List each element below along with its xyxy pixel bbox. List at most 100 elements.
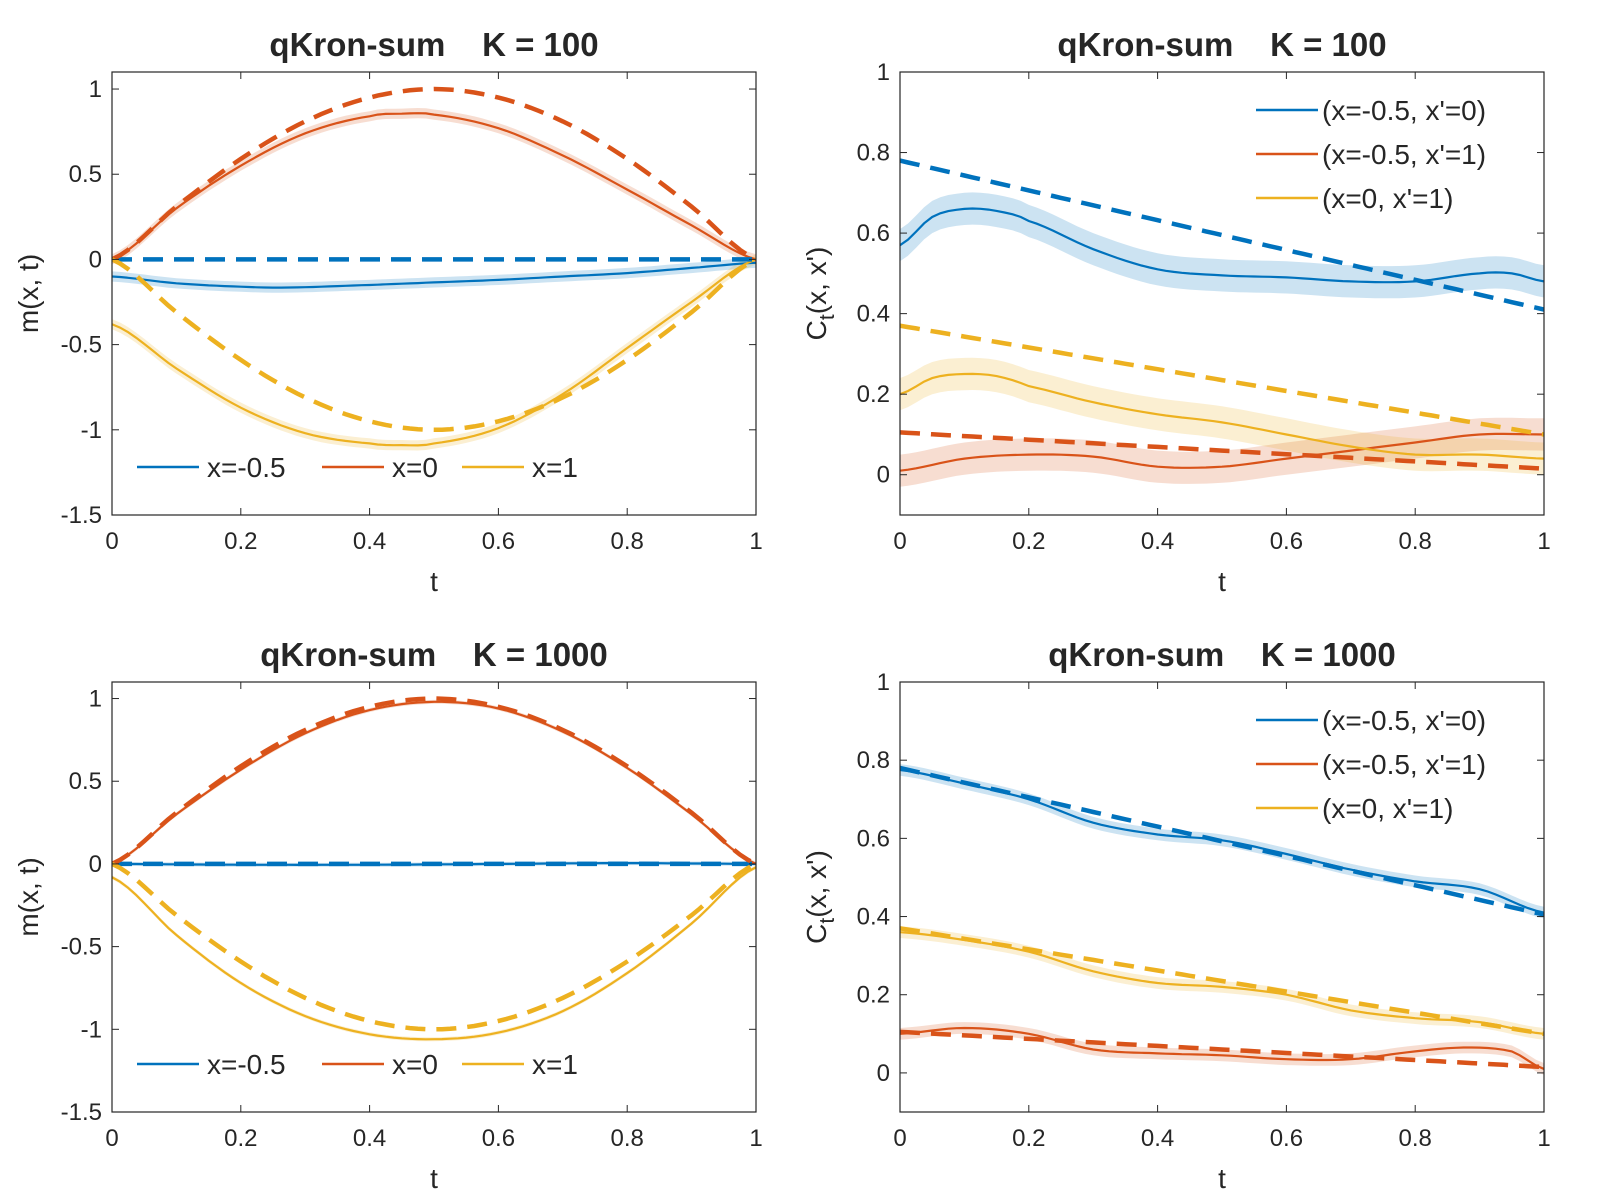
x-tick-label: 0.2 xyxy=(1012,1125,1045,1152)
x-tick-label: 0.8 xyxy=(1399,1125,1432,1152)
estimate-line-2 xyxy=(112,112,756,261)
legend: (x=-0.5, x'=0) (x=-0.5, x'=1) (x=0, x'=1) xyxy=(1256,95,1486,214)
chart-panel-4: 0 0.2 0.4 0.6 0.8 1 0 0.2 0.4 0.6 0.8 1 qKron-sum K … xyxy=(801,636,1551,1194)
x-tick-label: 0.8 xyxy=(611,1125,644,1152)
reference-dashed-line-3 xyxy=(112,861,756,1032)
reference-dashed-line-3 xyxy=(900,323,1544,437)
x-axis-label: t xyxy=(1218,566,1226,597)
chart-title: qKron-sum K = 1000 xyxy=(260,636,608,673)
y-tick-label: 0.4 xyxy=(857,904,890,931)
series-group xyxy=(900,764,1544,1075)
x-tick-label: 0.6 xyxy=(1270,1125,1303,1152)
y-tick-label: 0 xyxy=(877,462,890,489)
series-group xyxy=(900,158,1544,487)
plot-area xyxy=(112,682,756,1112)
y-tick-label: -0.5 xyxy=(61,934,102,961)
y-tick-label: 0.5 xyxy=(69,768,102,795)
legend-entry: (x=-0.5, x'=1) xyxy=(1322,749,1486,780)
confidence-band-1 xyxy=(112,257,756,293)
y-tick-label: 0.6 xyxy=(857,825,890,852)
x-tick-label: 0.6 xyxy=(482,528,515,555)
legend: x=-0.5 x=0 x=1 xyxy=(137,452,578,483)
x-tick-label: 0.4 xyxy=(1141,1125,1174,1152)
y-tick-label: 1 xyxy=(89,686,102,713)
y-axis-label: Ct(x, x') xyxy=(801,850,839,944)
y-tick-label: 0 xyxy=(89,851,102,878)
chart-title: qKron-sum K = 100 xyxy=(269,26,598,63)
legend-entry: (x=0, x'=1) xyxy=(1322,183,1453,214)
series-group xyxy=(112,86,756,451)
x-axis-label: t xyxy=(1218,1163,1226,1194)
y-tick-label: 0.6 xyxy=(857,220,890,247)
legend-entry: (x=-0.5, x'=1) xyxy=(1322,139,1486,170)
series-group xyxy=(112,696,756,1042)
y-tick-label: 0.4 xyxy=(857,301,890,328)
x-tick-label: 0.6 xyxy=(482,1125,515,1152)
legend: (x=-0.5, x'=0) (x=-0.5, x'=1) (x=0, x'=1) xyxy=(1256,705,1486,824)
y-tick-label: -1 xyxy=(81,1016,102,1043)
x-axis-label: t xyxy=(430,1163,438,1194)
legend-entry: (x=0, x'=1) xyxy=(1322,793,1453,824)
y-axis-label: m(x, t) xyxy=(13,254,44,333)
x-tick-label: 0.4 xyxy=(353,528,386,555)
axes-box xyxy=(111,681,757,1113)
y-tick-label: 0 xyxy=(877,1060,890,1087)
y-tick-label: 0 xyxy=(89,246,102,273)
estimate-line-1 xyxy=(900,207,1544,284)
y-tick-label: 0.5 xyxy=(69,161,102,188)
estimate-line-3 xyxy=(900,372,1544,460)
legend-entry: (x=-0.5, x'=0) xyxy=(1322,705,1486,736)
y-tick-label: 0.2 xyxy=(857,381,890,408)
x-tick-label: 0.4 xyxy=(353,1125,386,1152)
y-tick-label: 0.2 xyxy=(857,982,890,1009)
estimate-line-1 xyxy=(112,261,756,289)
legend-entry: x=-0.5 xyxy=(207,1049,286,1080)
legend-entry: x=0 xyxy=(392,452,438,483)
reference-dashed-line-1 xyxy=(900,158,1544,312)
axes-box xyxy=(899,681,1545,1113)
axes-box xyxy=(111,71,757,516)
y-tick-label: -1.5 xyxy=(61,502,102,529)
y-tick-label: 0.8 xyxy=(857,140,890,167)
x-tick-label: 0.2 xyxy=(224,1125,257,1152)
estimate-line-2 xyxy=(900,432,1544,472)
y-tick-label: 1 xyxy=(877,59,890,86)
reference-dashed-line-3 xyxy=(112,257,756,433)
x-tick-label: 1 xyxy=(749,528,762,555)
reference-dashed-line-2 xyxy=(900,1029,1544,1070)
axes-background xyxy=(900,72,1544,515)
reference-dashed-line-3 xyxy=(900,926,1544,1037)
x-tick-label: 1 xyxy=(1537,1125,1550,1152)
x-tick-label: 0 xyxy=(105,1125,118,1152)
legend-entry: x=1 xyxy=(532,452,578,483)
axes-box xyxy=(899,71,1545,516)
y-tick-label: 1 xyxy=(877,669,890,696)
chart-title: qKron-sum K = 1000 xyxy=(1048,636,1396,673)
x-tick-label: 0.8 xyxy=(1399,528,1432,555)
estimate-line-2 xyxy=(900,1026,1544,1071)
reference-dashed-line-1 xyxy=(900,765,1544,917)
x-tick-label: 0.6 xyxy=(1270,528,1303,555)
y-tick-label: 0.8 xyxy=(857,747,890,774)
x-tick-label: 0.4 xyxy=(1141,528,1174,555)
axes-background xyxy=(900,682,1544,1112)
x-tick-label: 0 xyxy=(893,1125,906,1152)
estimate-line-3 xyxy=(112,866,756,1041)
x-tick-label: 0.2 xyxy=(224,528,257,555)
x-tick-label: 0 xyxy=(105,528,118,555)
chart-panel-3: 0 0.2 0.4 0.6 0.8 1 -1.5 -1 -0.5 0 0.5 1 qKron-sum K… xyxy=(13,636,763,1194)
confidence-band-1 xyxy=(900,192,1544,299)
axes-background xyxy=(112,72,756,515)
plot-area xyxy=(900,682,1544,1112)
x-tick-label: 0.8 xyxy=(611,528,644,555)
legend-entry: (x=-0.5, x'=0) xyxy=(1322,95,1486,126)
y-tick-label: 1 xyxy=(89,76,102,103)
y-tick-label: -1.5 xyxy=(61,1099,102,1126)
legend: x=-0.5 x=0 x=1 xyxy=(137,1049,578,1080)
y-axis-label: m(x, t) xyxy=(13,857,44,936)
reference-dashed-line-2 xyxy=(900,430,1544,471)
legend-entry: x=0 xyxy=(392,1049,438,1080)
legend-entry: x=-0.5 xyxy=(207,452,286,483)
x-tick-label: 0 xyxy=(893,528,906,555)
